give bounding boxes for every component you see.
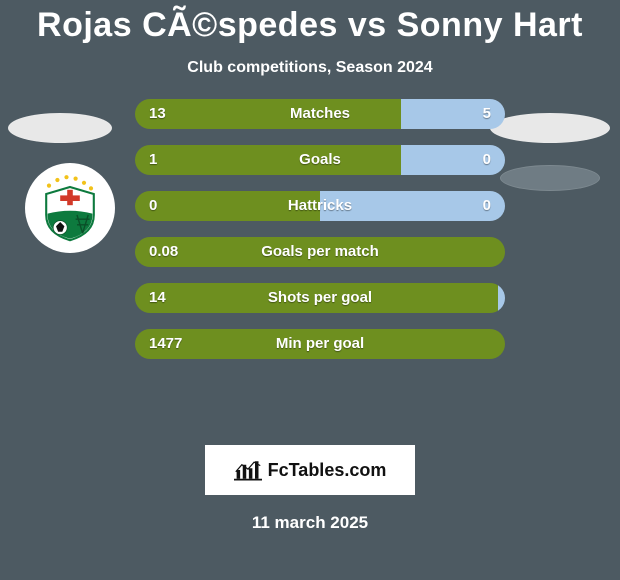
club-crest-icon [35,173,105,243]
stat-row: 00Hattricks [135,191,505,221]
stat-row: 1477Min per goal [135,329,505,359]
player-left-ellipse [8,113,112,143]
stat-label: Min per goal [135,329,505,359]
bar-chart-icon [234,459,262,481]
club-badge-left [25,163,115,253]
page-subtitle: Club competitions, Season 2024 [0,59,620,77]
player-right-shadow-ellipse [500,165,600,191]
footer-date: 11 march 2025 [0,513,620,533]
stat-row: 0.08Goals per match [135,237,505,267]
stat-row: 14Shots per goal [135,283,505,313]
stat-label: Goals per match [135,237,505,267]
stat-label: Goals [135,145,505,175]
stat-row: 10Goals [135,145,505,175]
stat-label: Matches [135,99,505,129]
comparison-stage: 135Matches10Goals00Hattricks0.08Goals pe… [0,105,620,445]
stat-row: 135Matches [135,99,505,129]
stat-label: Hattricks [135,191,505,221]
brand-text: FcTables.com [268,460,387,481]
page-title: Rojas CÃ©spedes vs Sonny Hart [0,0,620,45]
stat-label: Shots per goal [135,283,505,313]
stat-bars: 135Matches 10Goals 00Hattricks 0.08Goals pe… [135,99,505,375]
brand-plate: FcTables.com [205,445,415,495]
player-right-ellipse [490,113,610,143]
